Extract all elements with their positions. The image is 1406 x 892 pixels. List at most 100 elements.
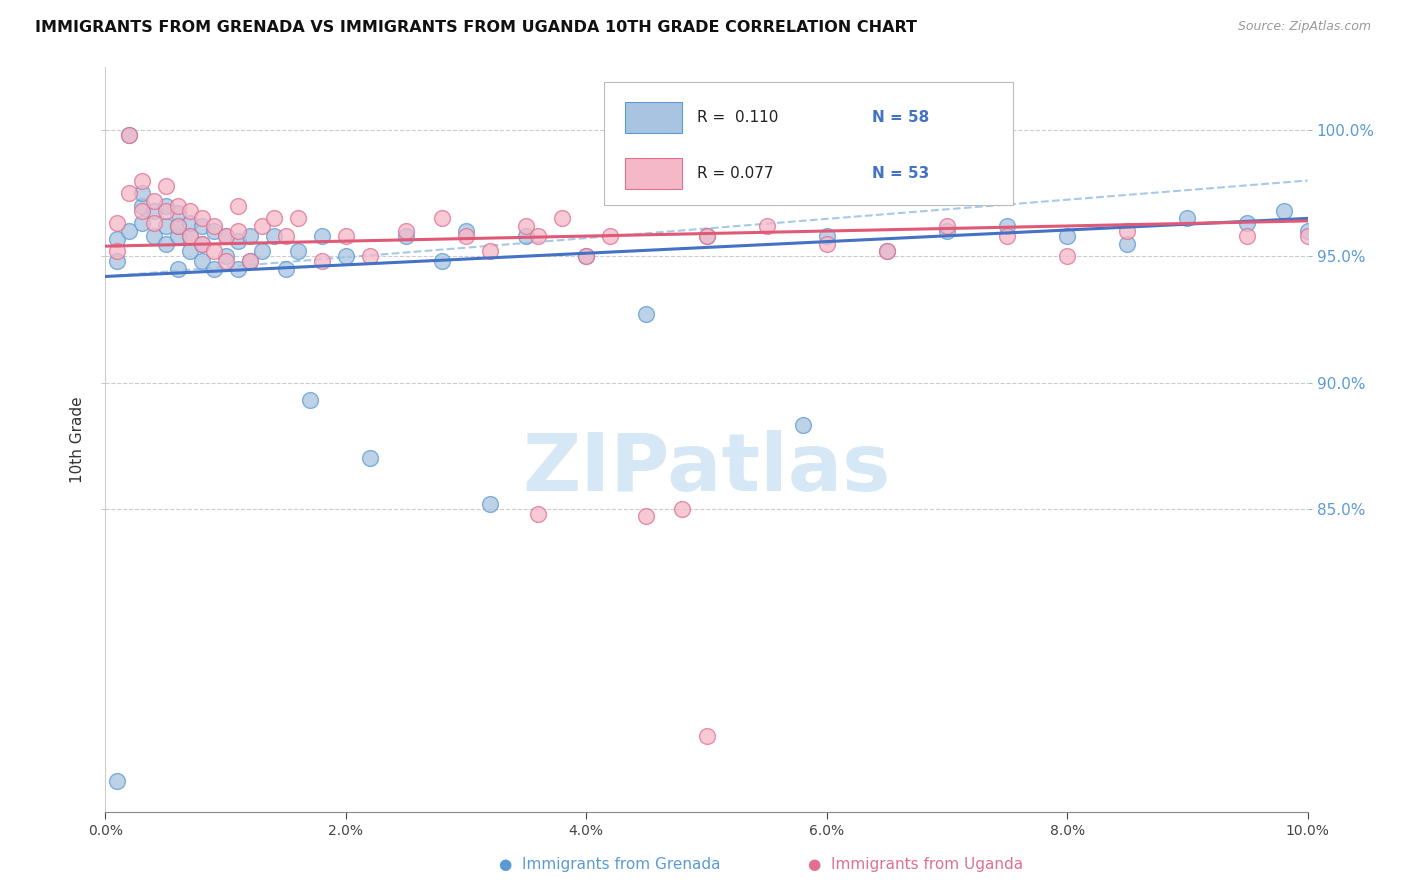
Point — [479, 497, 502, 511]
Text: ●  Immigrants from Uganda: ● Immigrants from Uganda — [808, 857, 1024, 872]
Point — [671, 501, 693, 516]
Point — [166, 199, 188, 213]
Point — [202, 219, 225, 233]
Point — [214, 229, 236, 244]
Point — [202, 244, 225, 259]
Point — [131, 199, 153, 213]
Point — [107, 774, 129, 789]
Point — [118, 186, 141, 201]
Point — [202, 224, 225, 238]
Point — [166, 261, 188, 276]
Point — [430, 254, 453, 268]
Point — [755, 219, 778, 233]
Point — [335, 249, 357, 263]
Point — [359, 451, 381, 466]
Point — [131, 203, 153, 218]
Text: R =  0.110: R = 0.110 — [697, 110, 779, 125]
Point — [792, 418, 814, 433]
Point — [166, 219, 188, 233]
Point — [107, 231, 129, 245]
Point — [118, 224, 141, 238]
Point — [1056, 249, 1078, 263]
Point — [274, 229, 297, 244]
Point — [202, 261, 225, 276]
Point — [226, 234, 249, 248]
Bar — [624, 158, 682, 189]
Text: ●  Immigrants from Grenada: ● Immigrants from Grenada — [499, 857, 721, 872]
Point — [118, 128, 141, 142]
Point — [311, 254, 333, 268]
Point — [190, 211, 212, 226]
Point — [995, 219, 1018, 233]
Point — [142, 229, 165, 244]
Point — [696, 229, 718, 244]
Point — [155, 236, 177, 251]
Point — [696, 729, 718, 743]
Point — [287, 244, 309, 259]
Point — [131, 186, 153, 201]
Point — [395, 224, 418, 238]
Point — [142, 203, 165, 218]
Point — [179, 229, 201, 244]
Point — [142, 194, 165, 208]
Point — [454, 229, 477, 244]
Point — [1116, 236, 1139, 251]
Point — [395, 229, 418, 244]
Point — [107, 244, 129, 259]
Point — [876, 244, 898, 259]
Text: IMMIGRANTS FROM GRENADA VS IMMIGRANTS FROM UGANDA 10TH GRADE CORRELATION CHART: IMMIGRANTS FROM GRENADA VS IMMIGRANTS FR… — [35, 20, 917, 35]
Point — [190, 219, 212, 233]
Point — [190, 236, 212, 251]
Point — [815, 229, 838, 244]
Point — [1296, 224, 1319, 238]
Point — [696, 229, 718, 244]
Point — [107, 216, 129, 230]
FancyBboxPatch shape — [605, 82, 1014, 204]
Point — [179, 216, 201, 230]
Point — [636, 307, 658, 321]
Point — [155, 219, 177, 233]
Text: ZIPatlas: ZIPatlas — [523, 430, 890, 508]
Point — [179, 244, 201, 259]
Point — [250, 219, 273, 233]
Y-axis label: 10th Grade: 10th Grade — [70, 396, 86, 483]
Point — [214, 249, 236, 263]
Point — [142, 216, 165, 230]
Point — [298, 393, 321, 408]
Point — [131, 216, 153, 230]
Point — [454, 224, 477, 238]
Point — [155, 203, 177, 218]
Point — [166, 206, 188, 220]
Point — [131, 173, 153, 187]
Text: N = 53: N = 53 — [872, 166, 929, 181]
Point — [527, 507, 550, 521]
Point — [936, 224, 959, 238]
Point — [599, 229, 621, 244]
Text: Source: ZipAtlas.com: Source: ZipAtlas.com — [1237, 20, 1371, 33]
Point — [179, 203, 201, 218]
Point — [936, 219, 959, 233]
Point — [239, 254, 262, 268]
Point — [226, 224, 249, 238]
Point — [430, 211, 453, 226]
Point — [359, 249, 381, 263]
Point — [179, 229, 201, 244]
Point — [274, 261, 297, 276]
Point — [515, 229, 537, 244]
Text: N = 58: N = 58 — [872, 110, 929, 125]
Point — [1236, 216, 1258, 230]
Point — [1236, 229, 1258, 244]
Point — [995, 229, 1018, 244]
Point — [551, 211, 574, 226]
Point — [166, 219, 188, 233]
Point — [335, 229, 357, 244]
Point — [239, 229, 262, 244]
Point — [214, 229, 236, 244]
Point — [263, 229, 285, 244]
Point — [575, 249, 598, 263]
Point — [479, 244, 502, 259]
Point — [876, 244, 898, 259]
Point — [1056, 229, 1078, 244]
Point — [155, 199, 177, 213]
Point — [636, 509, 658, 524]
